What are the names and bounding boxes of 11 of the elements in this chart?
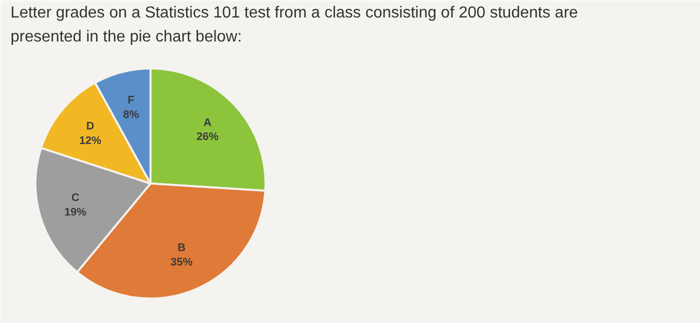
data-label: 8% — [123, 108, 140, 121]
slice-label: D — [86, 120, 94, 132]
data-label: 12% — [79, 134, 102, 147]
data-label: 19% — [64, 206, 87, 219]
slice-label: B — [178, 242, 186, 254]
slice-label: C — [71, 192, 80, 204]
slice-label: A — [204, 116, 212, 129]
chart-title: Letter grades on a Statistics 101 test from a class consisting of 200 students are presented in the pie chart below: — [10, 4, 578, 46]
slice-label: F — [128, 94, 135, 107]
data-label: 26% — [196, 131, 219, 144]
data-label: 35% — [170, 256, 193, 268]
